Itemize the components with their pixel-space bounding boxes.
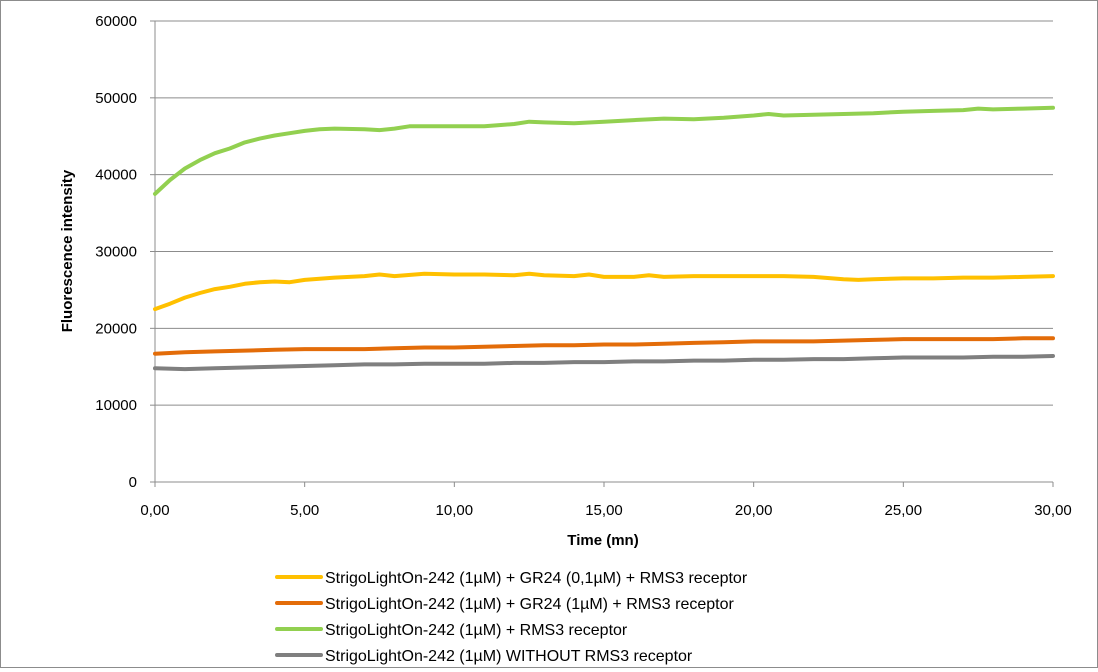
grid-lines [155,20,1053,406]
x-tick-label: 25,00 [885,502,923,519]
legend-label: StrigoLightOn-242 (1µM) + RMS3 receptor [325,622,628,639]
legend: StrigoLightOn-242 (1µM) + GR24 (0,1µM) +… [275,570,748,665]
legend-label: StrigoLightOn-242 (1µM) WITHOUT RMS3 rec… [325,648,693,665]
series-line-1 [153,271,1055,312]
y-tick-label: 30000 [95,244,137,261]
x-tick-label: 10,00 [436,502,474,519]
y-tick-label: 50000 [95,90,137,107]
series-lines [153,105,1055,372]
y-tick-labels: 0 10000 20000 30000 40000 50000 60000 [95,13,137,491]
x-axis-label: Time (mn) [567,532,638,549]
legend-label: StrigoLightOn-242 (1µM) + GR24 (0,1µM) +… [325,570,748,587]
series-line-3 [153,105,1055,196]
series-line-4 [153,354,1055,372]
x-tick-label: 0,00 [140,502,169,519]
x-tick-label: 20,00 [735,502,773,519]
y-tick-label: 40000 [95,167,137,184]
legend-label: StrigoLightOn-242 (1µM) + GR24 (1µM) + R… [325,596,734,613]
y-tick-label: 60000 [95,13,137,30]
x-tick-labels: 0,00 5,00 10,00 15,00 20,00 25,00 30,00 [140,502,1071,519]
axes [150,20,1054,487]
x-tick-label: 5,00 [290,502,319,519]
y-tick-label: 0 [129,474,137,491]
x-tick-label: 30,00 [1034,502,1072,519]
series-line-2 [153,336,1055,356]
y-tick-label: 10000 [95,397,137,414]
y-tick-label: 20000 [95,320,137,337]
y-axis-label: Fluorescence intensity [59,169,76,332]
x-tick-label: 15,00 [585,502,623,519]
